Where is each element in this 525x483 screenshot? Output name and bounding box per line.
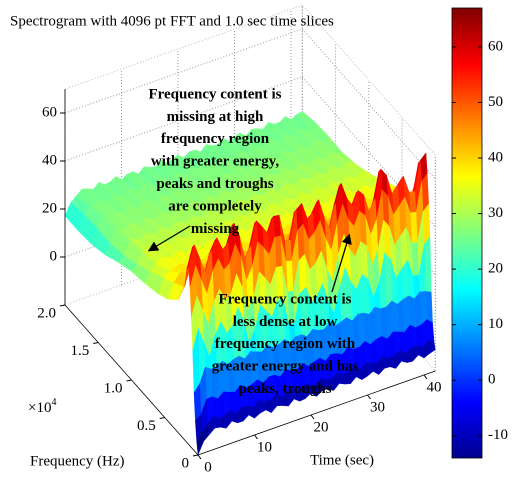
surface-patch: [264, 399, 272, 414]
annotation-line: greater energy and has: [212, 359, 359, 375]
x-tick: [254, 434, 258, 440]
colorbar-tick-label: 0: [488, 372, 496, 388]
colorbar-tick-label: 10: [488, 316, 503, 332]
x-tick: [310, 414, 315, 420]
annotation-line: with greater energy,: [151, 154, 279, 170]
annotation-line: are completely: [168, 198, 262, 214]
x-axis-label: Time (sec): [310, 452, 374, 468]
x-tick: [423, 374, 428, 380]
annotation-line: less dense at low: [233, 314, 338, 330]
y-tick: [59, 304, 66, 307]
arrow: [147, 225, 191, 252]
arrow: [331, 233, 352, 293]
annotation-line: Frequency content is: [148, 86, 281, 102]
y-tick-label: 0: [182, 455, 190, 471]
x-tick-label: 20: [314, 419, 329, 435]
y-tick-label: 2.0: [37, 305, 56, 321]
z-tick-label: 0: [50, 248, 58, 264]
axis-line: [197, 370, 436, 456]
y-axis-label: Frequency (Hz): [30, 453, 125, 469]
colorbar-tick-label: -10: [488, 427, 508, 443]
y-tick-label: 1.0: [104, 380, 123, 396]
colorbar-tick-label: 50: [488, 94, 503, 110]
y-tick: [126, 379, 132, 382]
y-tick: [93, 342, 99, 344]
x-tick-label: 30: [370, 399, 385, 415]
colorbar-tick-label: 60: [488, 38, 503, 54]
overlay: 0 10 20 30 40 0 0.5 1.0 1.5 2.0 0 20 40 60: [37, 89, 442, 475]
y-scale-label: ×104: [28, 397, 56, 416]
z-tick-label: 20: [42, 200, 57, 216]
y-scale-exponent: 4: [51, 397, 56, 408]
colorbar-tick-label: 30: [488, 205, 503, 221]
annotation-line: peaks and troughs: [156, 176, 273, 192]
x-tick-label: 0: [204, 459, 212, 475]
y-tick-label: 0.5: [137, 418, 156, 434]
surface: [64, 111, 436, 456]
y-tick: [192, 454, 199, 457]
z-tick-label: 40: [42, 152, 57, 168]
y-tick-label: 1.5: [71, 343, 90, 359]
chart-title: Spectrogram with 4096 pt FFT and 1.0 sec…: [10, 13, 334, 29]
colorbar: [451, 7, 483, 459]
annotation-line: frequency region with: [215, 336, 356, 352]
annotation-line: missing at high: [167, 109, 264, 125]
annotation-line: missing: [191, 221, 240, 237]
surface-patch: [196, 432, 204, 456]
colorbar-tick-label: 20: [488, 261, 503, 277]
colorbar-tick-label: 40: [488, 149, 503, 165]
z-tick-label: 60: [42, 104, 57, 120]
x-tick-label: 10: [257, 439, 272, 455]
y-tick: [159, 417, 165, 419]
x-tick-label: 40: [427, 379, 442, 395]
y-scale-base: ×10: [28, 400, 51, 416]
annotation-line: peaks, troughs: [238, 381, 331, 397]
annotation-line: frequency region: [161, 131, 270, 147]
x-tick: [367, 394, 371, 400]
x-tick: [197, 454, 202, 460]
annotation-line: Frequency content is: [218, 291, 351, 307]
